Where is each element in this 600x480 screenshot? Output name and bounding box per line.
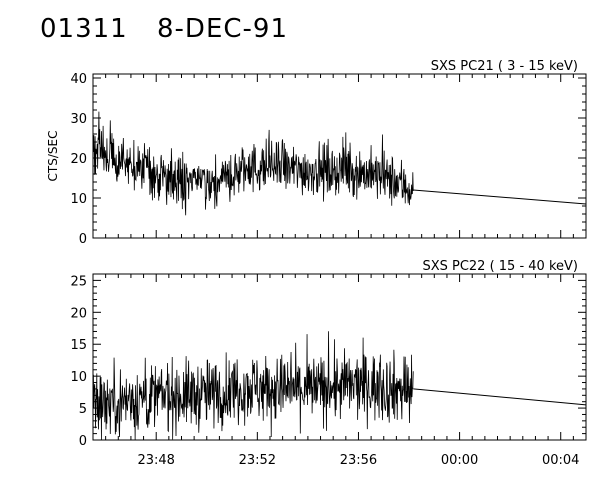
x-tick-label: 00:04 — [542, 453, 579, 468]
series-line — [92, 331, 414, 441]
plot-frame — [92, 73, 587, 239]
y-tick-label: 40 — [70, 72, 87, 87]
chart-panel-2: SXS PC22 ( 15 - 40 keV) 0 5 10 15 20 25 23:48 23… — [70, 259, 587, 468]
x-tick-label: 00:00 — [441, 453, 478, 468]
y-tick-label: 0 — [79, 434, 87, 449]
y-tick-label: 10 — [70, 370, 87, 385]
y-tick-label: 5 — [79, 402, 87, 417]
x-tick-label: 23:52 — [239, 453, 276, 468]
y-tick-label: 20 — [70, 152, 87, 167]
x-tick-label: 23:56 — [340, 453, 377, 468]
y-tick-label: 15 — [70, 338, 87, 353]
plot-frame — [92, 273, 587, 441]
series-line — [92, 111, 414, 216]
y-axis-label: CTS/SEC — [46, 131, 60, 182]
x-tick-label: 23:48 — [137, 453, 174, 468]
series-trend-line — [413, 189, 587, 205]
y-tick-label: 0 — [79, 232, 87, 247]
observation-date: 8-DEC-91 — [157, 14, 288, 44]
y-tick-label: 10 — [70, 192, 87, 207]
series-trend-line — [413, 388, 587, 406]
panel-title: SXS PC21 ( 3 - 15 keV) — [431, 59, 578, 74]
observation-id: 01311 — [40, 14, 128, 44]
y-tick-label: 20 — [70, 306, 87, 321]
panel-title: SXS PC22 ( 15 - 40 keV) — [422, 259, 578, 274]
y-tick-label: 30 — [70, 112, 87, 127]
y-tick-label: 25 — [70, 274, 87, 289]
chart-panel-1: SXS PC21 ( 3 - 15 keV) CTS/SEC 0 10 20 30 40 — [46, 59, 587, 247]
